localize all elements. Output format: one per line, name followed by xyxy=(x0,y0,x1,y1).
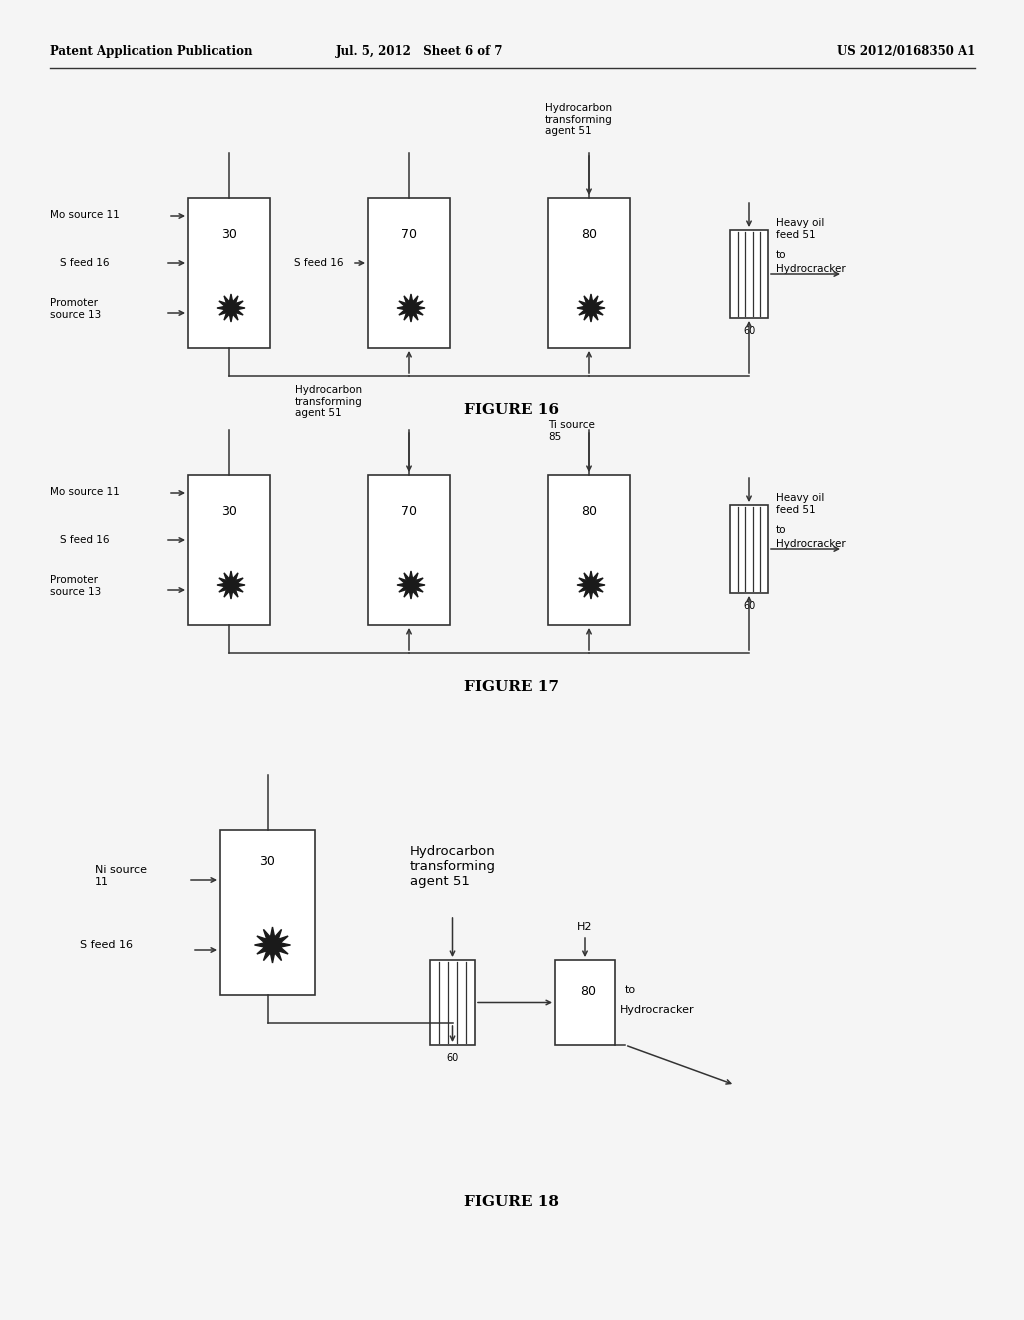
Text: 60: 60 xyxy=(742,601,755,611)
Text: Heavy oil
feed 51: Heavy oil feed 51 xyxy=(776,492,824,515)
Bar xyxy=(548,198,630,348)
Text: Hydrocracker: Hydrocracker xyxy=(776,264,846,275)
Polygon shape xyxy=(397,572,425,599)
Polygon shape xyxy=(397,294,425,322)
Text: S feed 16: S feed 16 xyxy=(294,257,343,268)
Text: Hydrocarbon
transforming
agent 51: Hydrocarbon transforming agent 51 xyxy=(410,845,496,888)
Bar xyxy=(368,198,450,348)
Text: Mo source 11: Mo source 11 xyxy=(50,210,120,220)
Polygon shape xyxy=(217,294,245,322)
Text: 80: 80 xyxy=(580,985,596,998)
Text: 80: 80 xyxy=(581,228,597,242)
Bar xyxy=(188,198,270,348)
Text: S feed 16: S feed 16 xyxy=(60,257,110,268)
Text: Hydrocarbon
transforming
agent 51: Hydrocarbon transforming agent 51 xyxy=(295,385,362,418)
Text: to: to xyxy=(776,249,786,260)
Text: Jul. 5, 2012   Sheet 6 of 7: Jul. 5, 2012 Sheet 6 of 7 xyxy=(336,45,504,58)
Text: Ni source
11: Ni source 11 xyxy=(95,865,147,887)
Text: Heavy oil
feed 51: Heavy oil feed 51 xyxy=(776,218,824,240)
Text: US 2012/0168350 A1: US 2012/0168350 A1 xyxy=(837,45,975,58)
Text: Mo source 11: Mo source 11 xyxy=(50,487,120,498)
Text: FIGURE 17: FIGURE 17 xyxy=(465,680,559,694)
Text: Hydrocracker: Hydrocracker xyxy=(620,1005,694,1015)
Text: S feed 16: S feed 16 xyxy=(80,940,133,950)
Bar xyxy=(430,960,475,1045)
Text: to: to xyxy=(625,985,636,995)
Text: 70: 70 xyxy=(401,228,417,242)
Text: 60: 60 xyxy=(446,1053,459,1063)
Text: Promoter
source 13: Promoter source 13 xyxy=(50,576,101,597)
Text: 60: 60 xyxy=(742,326,755,337)
Text: 80: 80 xyxy=(581,506,597,517)
Text: H2: H2 xyxy=(577,921,593,932)
Text: 30: 30 xyxy=(259,855,275,869)
Text: Hydrocracker: Hydrocracker xyxy=(776,539,846,549)
Text: Patent Application Publication: Patent Application Publication xyxy=(50,45,253,58)
Text: to: to xyxy=(776,525,786,535)
Bar xyxy=(730,230,768,318)
Text: 30: 30 xyxy=(221,506,237,517)
Polygon shape xyxy=(217,572,245,599)
Bar xyxy=(188,475,270,624)
Polygon shape xyxy=(255,927,291,964)
Text: S feed 16: S feed 16 xyxy=(60,535,110,545)
Polygon shape xyxy=(577,294,605,322)
Polygon shape xyxy=(577,572,605,599)
Bar xyxy=(730,506,768,593)
Text: FIGURE 18: FIGURE 18 xyxy=(465,1195,559,1209)
Bar xyxy=(555,960,615,1045)
Text: Promoter
source 13: Promoter source 13 xyxy=(50,298,101,319)
Text: FIGURE 16: FIGURE 16 xyxy=(465,403,559,417)
Text: 70: 70 xyxy=(401,506,417,517)
Bar xyxy=(220,830,315,995)
Text: Hydrocarbon
transforming
agent 51: Hydrocarbon transforming agent 51 xyxy=(545,103,612,136)
Text: Ti source
85: Ti source 85 xyxy=(548,420,595,442)
Bar xyxy=(548,475,630,624)
Bar xyxy=(368,475,450,624)
Text: 30: 30 xyxy=(221,228,237,242)
